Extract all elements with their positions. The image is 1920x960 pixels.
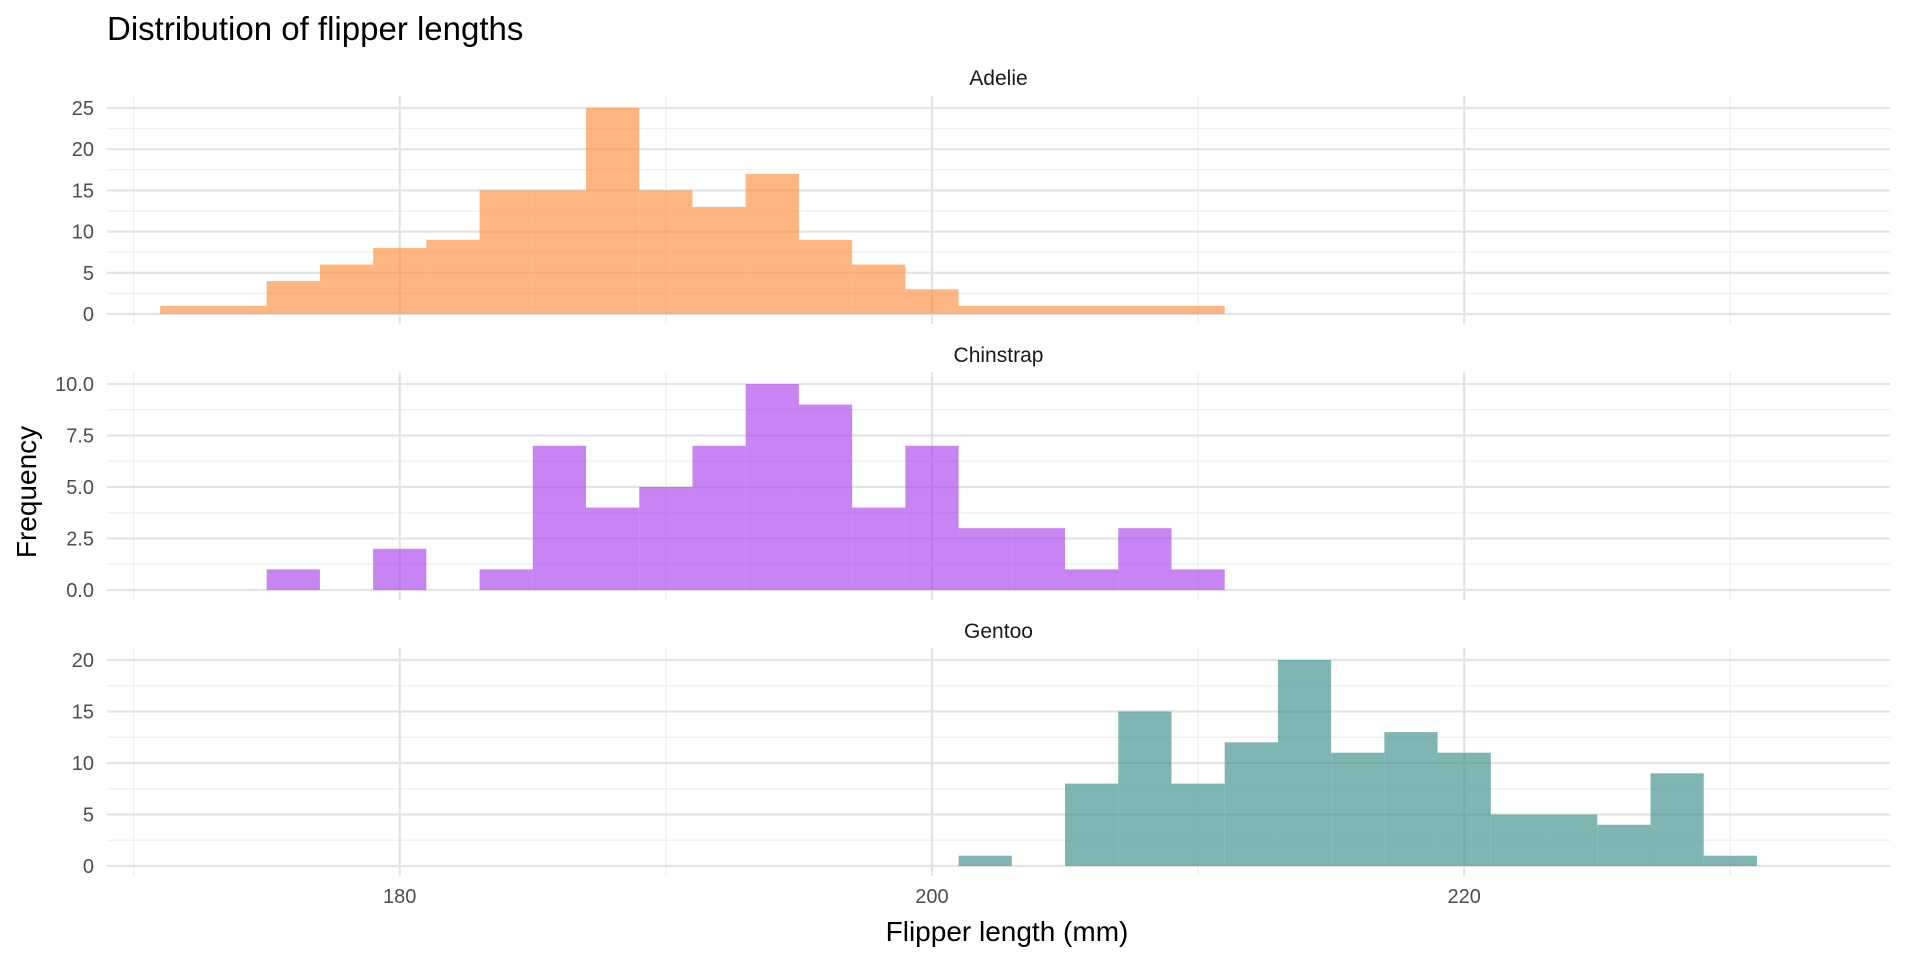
y-axis-title: Frequency (11, 426, 42, 558)
chart-title: Distribution of flipper lengths (107, 10, 523, 47)
bar-gentoo: Gentoo 230: 1 (1703, 855, 1757, 866)
y-tick-label-chinstrap: 7.5 (66, 426, 94, 448)
y-tick-label-adelie: 20 (72, 139, 94, 161)
bar-gentoo: Gentoo 218: 13 (1384, 732, 1438, 866)
y-tick-label-adelie: 0 (83, 304, 94, 326)
x-axis-ticks: 180 200 220 (383, 886, 1481, 908)
bar-chinstrap: Chinstrap 202: 3 (958, 528, 1012, 590)
panel-gentoo: Gentoo 0 5 10 15 20 Gentoo 202: 1 Gentoo 206: 8… (72, 620, 1890, 878)
y-tick-label-gentoo: 20 (72, 650, 94, 672)
y-tick-label-chinstrap: 10.0 (55, 374, 94, 396)
bar-gentoo: Gentoo 226: 4 (1597, 824, 1651, 866)
bar-gentoo: Gentoo 210: 8 (1171, 783, 1225, 866)
bar-adelie: Adelie 182: 9 (426, 239, 480, 314)
bar-chinstrap: Chinstrap 176: 1 (266, 569, 320, 590)
bar-chinstrap: Chinstrap 184: 1 (479, 569, 533, 590)
bar-adelie: Adelie 184: 15 (479, 190, 533, 314)
bar-gentoo: Gentoo 222: 5 (1490, 814, 1545, 866)
y-tick-label-chinstrap: 2.5 (66, 529, 94, 551)
bar-adelie: Adelie 192: 13 (692, 206, 746, 314)
strip-label-chinstrap: Chinstrap (954, 344, 1044, 367)
strip-label-gentoo: Gentoo (964, 620, 1033, 643)
y-tick-label-gentoo: 10 (72, 753, 94, 775)
bar-adelie: Adelie 178: 6 (319, 264, 374, 314)
bar-adelie: Adelie 194: 17 (745, 173, 799, 314)
bar-adelie: Adelie 186: 15 (532, 190, 587, 314)
y-tick-label-adelie: 25 (72, 98, 94, 120)
y-tick-label-chinstrap: 5.0 (66, 477, 94, 499)
bar-chinstrap: Chinstrap 208: 3 (1118, 528, 1172, 590)
bar-chinstrap: Chinstrap 192: 7 (692, 445, 746, 590)
bar-gentoo: Gentoo 214: 20 (1277, 660, 1332, 866)
bar-adelie: Adelie 176: 4 (266, 281, 320, 314)
bar-gentoo: Gentoo 216: 11 (1331, 752, 1385, 866)
bar-adelie: Adelie 172: 1 (160, 305, 214, 314)
bar-chinstrap: Chinstrap 196: 9 (798, 404, 853, 590)
bar-gentoo: Gentoo 220: 11 (1437, 752, 1491, 866)
bar-chinstrap: Chinstrap 180: 2 (373, 548, 427, 590)
x-tick-label: 180 (383, 886, 416, 908)
bar-chinstrap: Chinstrap 186: 7 (532, 445, 587, 590)
bar-chinstrap: Chinstrap 200: 7 (905, 445, 959, 590)
y-tick-label-adelie: 15 (72, 180, 94, 202)
y-tick-label-adelie: 10 (72, 222, 94, 244)
y-tick-label-gentoo: 5 (83, 805, 94, 827)
bar-adelie: Adelie 190: 15 (639, 190, 693, 314)
x-axis-title: Flipper length (mm) (886, 916, 1129, 947)
bar-adelie: Adelie 196: 9 (798, 239, 853, 314)
bar-gentoo: Gentoo 208: 15 (1118, 711, 1172, 866)
y-tick-label-chinstrap: 0.0 (66, 580, 94, 602)
bar-gentoo: Gentoo 202: 1 (958, 855, 1012, 866)
bar-chinstrap: Chinstrap 206: 1 (1065, 569, 1119, 590)
bar-adelie: Adelie 174: 1 (213, 305, 267, 314)
bar-gentoo: Gentoo 206: 8 (1065, 783, 1119, 866)
x-tick-label: 200 (915, 886, 948, 908)
bar-chinstrap: Chinstrap 188: 4 (586, 507, 640, 590)
x-tick-label: 220 (1448, 886, 1481, 908)
bar-adelie: Adelie 188: 25 (586, 108, 640, 314)
bar-adelie: Adelie 180: 8 (373, 248, 427, 314)
bar-adelie: Adelie 206: 1 (1065, 305, 1119, 314)
bar-gentoo: Gentoo 212: 12 (1224, 742, 1278, 866)
bar-chinstrap: Chinstrap 210: 1 (1171, 569, 1225, 590)
y-tick-label-adelie: 5 (83, 263, 94, 285)
bar-adelie: Adelie 204: 1 (1011, 305, 1066, 314)
bar-adelie: Adelie 198: 6 (852, 264, 906, 314)
bar-adelie: Adelie 208: 1 (1118, 305, 1172, 314)
bar-chinstrap: Chinstrap 198: 4 (852, 507, 906, 590)
bar-chinstrap: Chinstrap 194: 10 (745, 384, 799, 590)
y-tick-label-gentoo: 0 (83, 856, 94, 878)
panel-adelie: Adelie 0 5 10 15 20 25 Adelie 172: 1Adelie 174:… (72, 67, 1890, 326)
strip-label-adelie: Adelie (969, 67, 1027, 90)
bar-chinstrap: Chinstrap 190: 5 (639, 487, 693, 590)
y-tick-label-gentoo: 15 (72, 702, 94, 724)
bar-adelie: Adelie 200: 3 (905, 289, 959, 314)
panel-chinstrap: Chinstrap 0.0 2.5 5.0 7.5 10.0 Chinstrap 176: … (55, 344, 1890, 602)
bar-gentoo: Gentoo 224: 5 (1544, 814, 1598, 866)
bar-gentoo: Gentoo 228: 9 (1650, 773, 1704, 866)
bar-adelie: Adelie 202: 1 (958, 305, 1012, 314)
bar-adelie: Adelie 210: 1 (1171, 305, 1225, 314)
bar-chinstrap: Chinstrap 204: 3 (1011, 528, 1066, 590)
facet-panels: Adelie 0 5 10 15 20 25 Adelie 172: 1Adelie 174:… (55, 67, 1890, 878)
